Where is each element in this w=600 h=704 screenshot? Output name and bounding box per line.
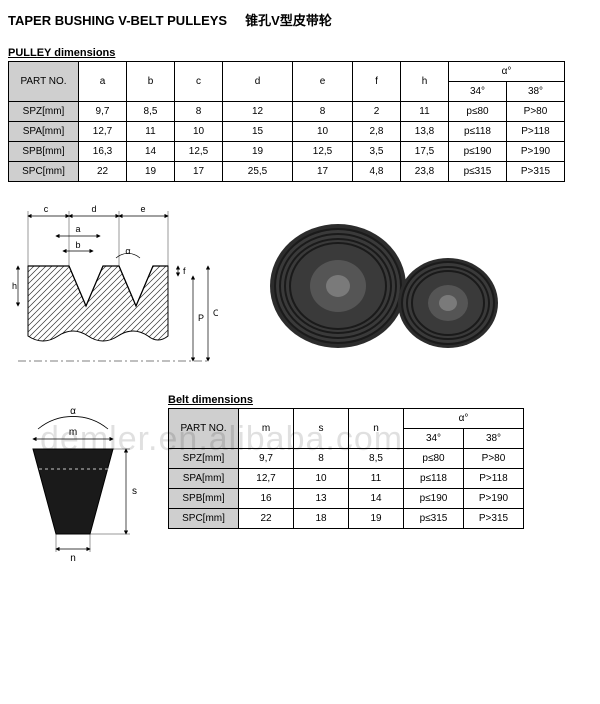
col-s: s <box>294 409 349 449</box>
col-m: m <box>239 409 294 449</box>
belt-section-label: Belt dimensions <box>168 394 524 406</box>
belt-cross-section-diagram: α m n s <box>8 394 138 564</box>
col-n: n <box>349 409 404 449</box>
svg-text:n: n <box>70 553 76 564</box>
svg-text:c: c <box>44 204 49 214</box>
table-row: SPC[mm] 22191725,5174,823,8p≤315P>315 <box>9 162 565 182</box>
page-title: TAPER BUSHING V-BELT PULLEYS 锥孔V型皮带轮 <box>8 10 592 29</box>
col-d: d <box>223 62 293 102</box>
pulley-dimensions-table: PART NO. a b c d e f h α° 34° 38° SPZ[mm… <box>8 61 565 182</box>
table-row: SPZ[mm] 9,78,58128211p≤80P>80 <box>9 102 565 122</box>
col-b: b <box>127 62 175 102</box>
col-part: PART NO. <box>9 62 79 102</box>
col-a: a <box>79 62 127 102</box>
svg-text:f: f <box>183 266 186 276</box>
pulley-cross-section-diagram: c d e a b α h f P O <box>8 196 218 376</box>
table-row: SPB[mm] 161314p≤190P>190 <box>169 489 524 509</box>
col-alpha-34: 34° <box>449 82 507 102</box>
svg-text:d: d <box>91 204 96 214</box>
belt-dimensions-table: PART NO. m s n α° 34° 38° SPZ[mm] 9,788,… <box>168 408 524 529</box>
col-c: c <box>175 62 223 102</box>
col-e: e <box>293 62 353 102</box>
title-en: TAPER BUSHING V-BELT PULLEYS <box>8 13 227 28</box>
svg-text:P: P <box>198 313 204 323</box>
svg-text:s: s <box>132 486 137 497</box>
col-alpha-38: 38° <box>464 429 524 449</box>
pulley-product-image <box>258 208 518 358</box>
col-part: PART NO. <box>169 409 239 449</box>
table-row: SPA[mm] 12,71011p≤118P>118 <box>169 469 524 489</box>
col-f: f <box>353 62 401 102</box>
title-cn: 锥孔V型皮带轮 <box>245 13 332 28</box>
table-row: SPA[mm] 12,7111015102,813,8p≤118P>118 <box>9 122 565 142</box>
col-alpha-34: 34° <box>404 429 464 449</box>
table-row: SPC[mm] 221819p≤315P>315 <box>169 509 524 529</box>
table-header-row: PART NO. a b c d e f h α° <box>9 62 565 82</box>
col-alpha-38: 38° <box>507 82 565 102</box>
svg-text:h: h <box>12 281 17 291</box>
table-row: SPB[mm] 16,31412,51912,53,517,5p≤190P>19… <box>9 142 565 162</box>
table-header-row: PART NO. m s n α° <box>169 409 524 429</box>
svg-text:O: O <box>213 308 218 318</box>
col-h: h <box>401 62 449 102</box>
svg-text:m: m <box>69 427 77 438</box>
table-row: SPZ[mm] 9,788,5p≤80P>80 <box>169 449 524 469</box>
svg-text:b: b <box>75 240 80 250</box>
col-alpha: α° <box>449 62 565 82</box>
svg-text:α: α <box>125 246 130 256</box>
col-alpha: α° <box>404 409 524 429</box>
svg-text:e: e <box>140 204 145 214</box>
svg-text:a: a <box>75 224 80 234</box>
svg-text:α: α <box>70 406 76 417</box>
pulley-section-label: PULLEY dimensions <box>8 47 592 59</box>
